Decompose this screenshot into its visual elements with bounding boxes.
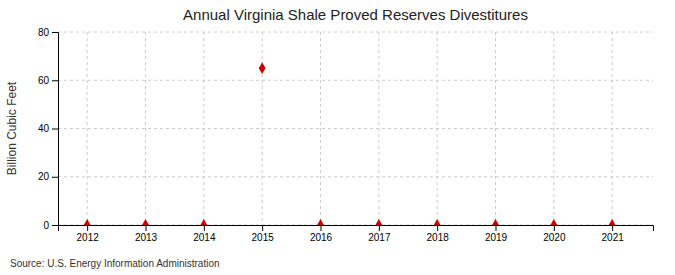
x-tick-label: 2019 (485, 232, 508, 243)
plot-area: 2012 2013 2014 2015 2016 2017 2018 2019 2020 2021… (38, 27, 654, 243)
grid-line-y (58, 80, 653, 81)
x-tick-label: 2018 (427, 232, 450, 243)
y-tick: 80 (38, 27, 58, 38)
x-tick-mark (437, 225, 438, 231)
y-axis-line (52, 33, 59, 226)
point (492, 219, 499, 225)
point (200, 219, 207, 225)
y-tick: 60 (38, 75, 58, 86)
x-tick: 2013 (135, 225, 158, 243)
y-tick-label: 0 (43, 220, 49, 231)
x-tick: 2015 (252, 225, 275, 243)
point (609, 219, 616, 225)
x-tick-mark (87, 225, 88, 231)
chart-svg: 2012 2013 2014 2015 2016 2017 2018 2019 2020 2021… (0, 0, 675, 275)
x-tick-label: 2020 (543, 232, 566, 243)
x-tick-mark (204, 225, 205, 231)
grid-line-x (495, 32, 496, 225)
point (317, 219, 324, 225)
point (142, 219, 149, 225)
x-tick: 2012 (77, 225, 100, 243)
x-tick-label: 2016 (310, 232, 333, 243)
grid-line-x (320, 32, 321, 225)
x-tick-mark (554, 225, 555, 231)
x-tick-label: 2021 (602, 232, 625, 243)
x-tick-mark (379, 225, 380, 231)
y-axis-label: Billion Cubic Feet (5, 81, 19, 175)
x-tick-label: 2017 (368, 232, 391, 243)
chart-container: 2012 2013 2014 2015 2016 2017 2018 2019 2020 2021… (0, 0, 675, 275)
y-tick-label: 40 (38, 123, 50, 134)
grid-line-x (553, 32, 554, 225)
x-tick: 2014 (193, 225, 216, 243)
y-tick-label: 20 (38, 171, 50, 182)
grid-line-x (145, 32, 146, 225)
x-tick: 2021 (602, 225, 625, 243)
y-axis: 0 20 40 60 80 (38, 27, 59, 231)
point (84, 219, 91, 225)
title: Annual Virginia Shale Proved Reserves Di… (183, 6, 528, 23)
y-tick: 40 (38, 123, 58, 134)
grid (58, 32, 653, 225)
x-tick: 2020 (543, 225, 566, 243)
y-tick-mark (52, 177, 58, 178)
point (375, 219, 382, 225)
x-tick-label: 2014 (193, 232, 216, 243)
grid-line-y (58, 32, 653, 33)
x-axis: 2012 2013 2014 2015 2016 2017 2018 2019 2020 2021 (59, 225, 654, 243)
y-tick-mark (52, 32, 58, 33)
x-tick: 2019 (485, 225, 508, 243)
x-tick-label: 2012 (77, 232, 100, 243)
point (434, 219, 441, 225)
y-tick: 0 (43, 220, 58, 231)
x-tick: 2017 (368, 225, 391, 243)
x-tick-mark (321, 225, 322, 231)
x-tick: 2016 (310, 225, 333, 243)
x-tick-mark (146, 225, 147, 231)
y-tick: 20 (38, 171, 58, 182)
grid-line-x (87, 32, 88, 225)
x-tick-mark (612, 225, 613, 231)
y-tick-mark (52, 129, 58, 130)
grid-line-y (58, 128, 653, 129)
x-tick-mark (496, 225, 497, 231)
x-tick: 2018 (427, 225, 450, 243)
x-tick-mark (262, 225, 263, 231)
y-tick-label: 80 (38, 27, 50, 38)
source-note: Source: U.S. Energy Information Administ… (10, 258, 220, 269)
grid-line-y (58, 176, 653, 177)
x-tick-label: 2015 (252, 232, 275, 243)
y-tick-mark (52, 80, 58, 81)
point (259, 62, 266, 74)
y-tick-mark (52, 225, 58, 226)
x-tick-label: 2013 (135, 232, 158, 243)
point (550, 219, 557, 225)
x-axis-line (59, 226, 654, 232)
points (84, 62, 616, 225)
y-tick-label: 60 (38, 75, 50, 86)
